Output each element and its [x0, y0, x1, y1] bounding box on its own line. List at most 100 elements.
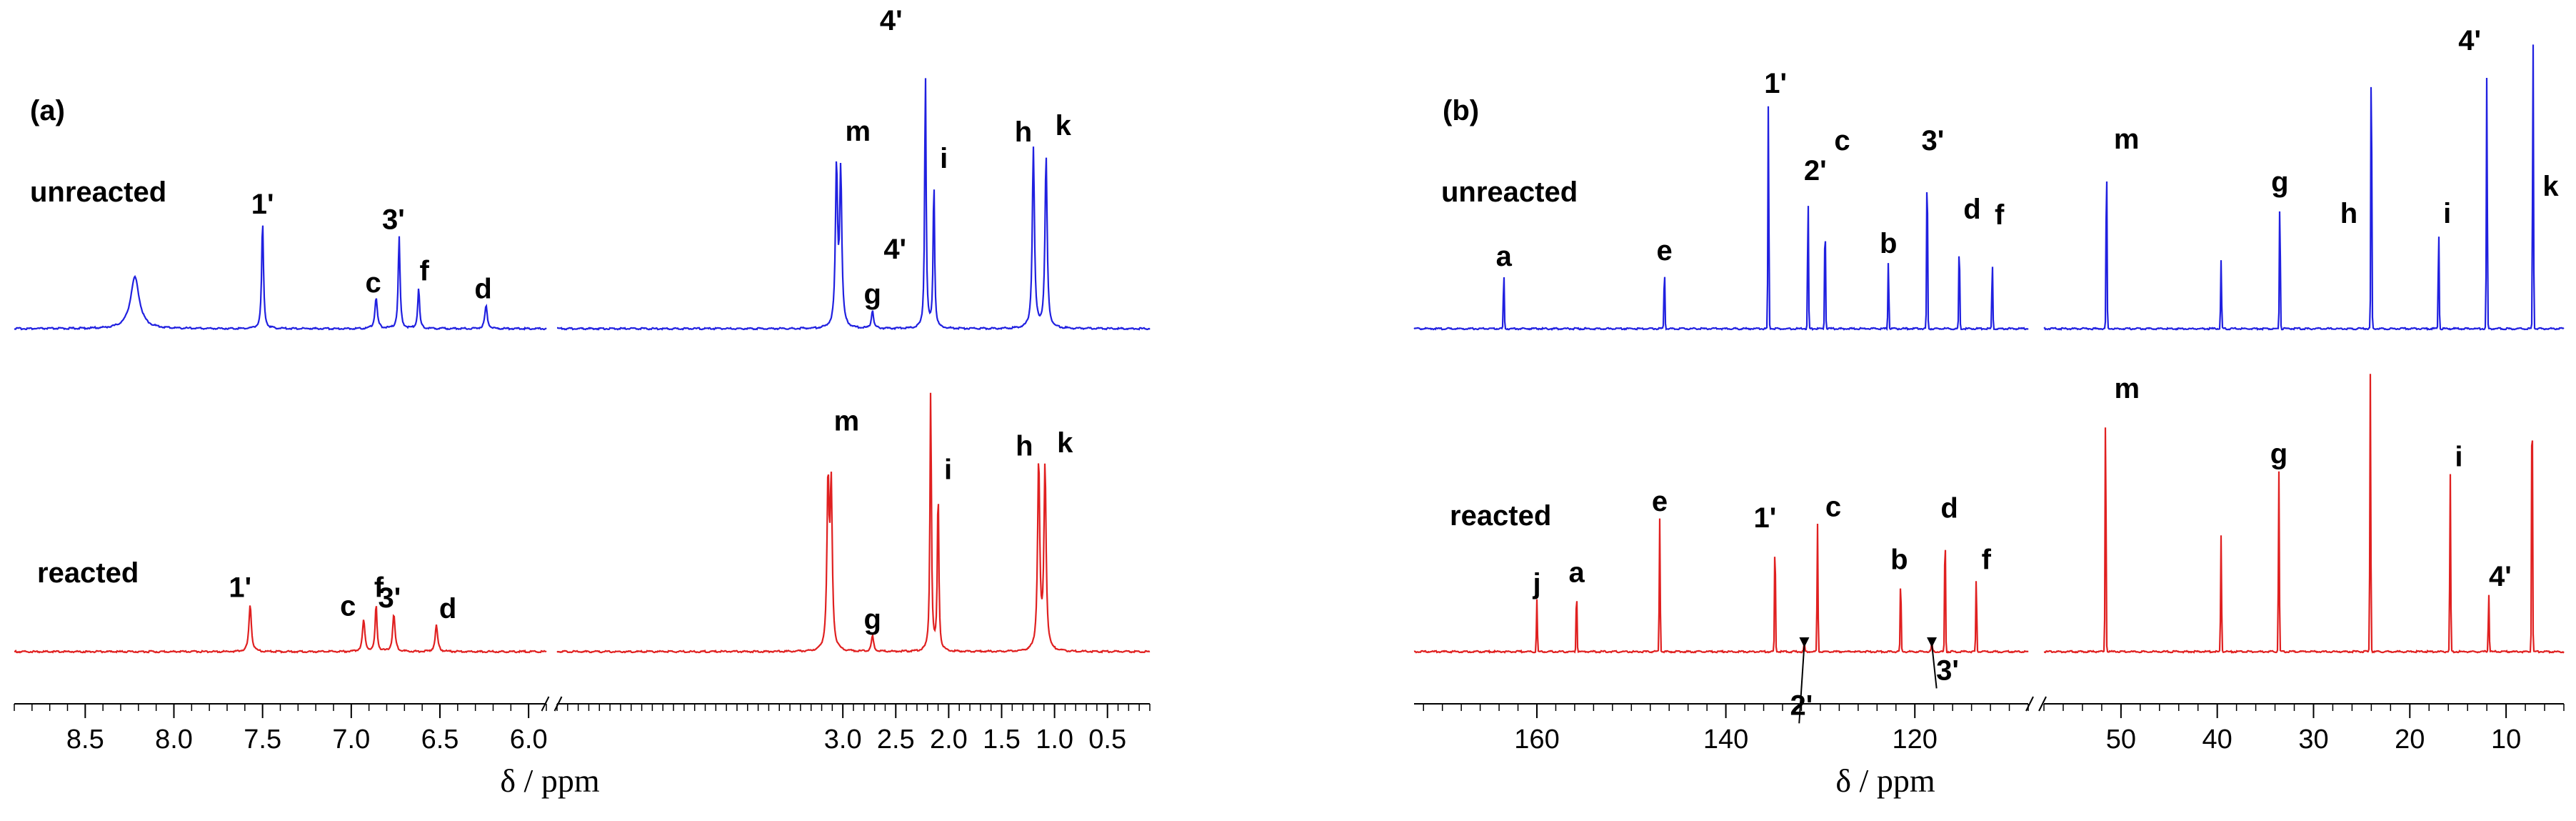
panel-b-tick-label: 50 — [2106, 725, 2136, 755]
panel-b-peak-label: 4' — [2489, 561, 2512, 592]
panel-b-series-unreacted-label: unreacted — [1441, 176, 1578, 208]
panel-b-peak-label: b — [1880, 228, 1897, 259]
panel-b-peak-label: c — [1825, 492, 1841, 523]
panel-a-tick-label: 7.5 — [244, 725, 281, 755]
panel-b-axis-break-mark — [2038, 696, 2047, 712]
panel-b-spectrum-unreacted — [1413, 106, 2029, 332]
panel-b-peak-label: i — [2455, 441, 2462, 472]
panel-b-peak-label: e — [1656, 235, 1672, 267]
panel-a-tick-label: 1.5 — [983, 725, 1021, 755]
panel-b-peak-label: 1' — [1764, 68, 1787, 99]
panel-b-peak-label: d — [1963, 194, 1980, 225]
panel-a-peak-label: k — [1056, 110, 1072, 141]
panel-b-tick-label: 160 — [1514, 725, 1559, 755]
panel-a-peak-label: f — [374, 572, 384, 603]
panel-a-peak-label: m — [845, 116, 871, 147]
panel-a-peak-label: h — [1016, 431, 1033, 462]
panel-a-peak-label: 1' — [251, 189, 274, 220]
panel-a-axis-break-mark — [553, 696, 563, 712]
panel-b-peak-arrowhead — [1927, 637, 1938, 647]
panel-a-spectrum-reacted — [556, 392, 1151, 654]
panel-b-peak-label: c — [1834, 125, 1850, 156]
panel-a-peak-label: d — [474, 274, 491, 305]
panel-b-peak-label: k — [2542, 171, 2559, 202]
panel-a-x-axis-title: δ / ppm — [500, 762, 599, 799]
panel-a-spectrum-unreacted — [557, 78, 1151, 331]
panel-b-peak-label: a — [1568, 557, 1585, 588]
panel-b-tick-label: 140 — [1703, 725, 1748, 755]
panel-a-tick-label: 2.0 — [930, 725, 968, 755]
panel-b-series-reacted-label: reacted — [1450, 500, 1551, 532]
panel-b-spectrum-reacted — [2043, 374, 2565, 654]
panel-a-tick-label: 7.0 — [332, 725, 370, 755]
panel-a-peak-label: g — [863, 279, 881, 310]
panel-a-tick-label: 6.5 — [421, 725, 459, 755]
panel-b-peak-arrow — [1931, 644, 1938, 689]
panel-b-plot: 1601401205040302010ae1'2'cb3'dfmghi4'kja… — [1413, 25, 2565, 755]
panel-a-label: (a) — [30, 95, 65, 126]
panel-a-series-reacted-label: reacted — [37, 557, 139, 589]
panel-b-peak-label: 4' — [2458, 25, 2481, 56]
panel-b-peak-label: h — [2340, 198, 2357, 229]
panel-b-peak-label: b — [1890, 544, 1908, 576]
panel-a-peak-label: i — [940, 143, 948, 174]
panel-b-peak-label: g — [2270, 439, 2287, 470]
panel-a-peak-label: h — [1015, 116, 1032, 148]
panel-a-tick-label: 2.5 — [877, 725, 915, 755]
panel-a-tick-label: 6.0 — [510, 725, 548, 755]
panel-b-spectrum-unreacted — [2043, 44, 2565, 331]
panel-a-peak-label: g — [863, 604, 881, 635]
panel-b-spectrum-reacted — [1413, 518, 2029, 655]
panel-b-peak-label: d — [1940, 493, 1958, 524]
panel-b-axis-break-mark — [2025, 696, 2034, 712]
panel-a-tick-label: 8.0 — [155, 725, 193, 755]
panel-a-peak-label: m — [834, 406, 860, 437]
panel-a-peak-label: f — [420, 255, 430, 287]
panel-a-peak-label: 3' — [382, 204, 405, 235]
panel-b-peak-label: m — [2114, 124, 2140, 155]
panel-b-peak-label: 3' — [1922, 125, 1945, 156]
panel-a-peak-label: c — [365, 267, 381, 299]
panel-a-peak-label: 1' — [229, 572, 251, 603]
panel-b-tick-label: 20 — [2395, 725, 2425, 755]
panel-b-peak-label: m — [2114, 373, 2140, 404]
panel-a-tick-label: 0.5 — [1088, 725, 1126, 755]
panel-a-spectrum-unreacted — [14, 225, 547, 331]
panel-a-plot: 8.5 8.0 7.5 7.0 6.5 6.0 3.0 2.5 2.0 1.5 1.0 0.51'c3… — [14, 5, 1151, 755]
panel-b-x-axis-title: δ / ppm — [1835, 762, 1935, 799]
panel-a-series-unreacted-label: unreacted — [30, 176, 166, 208]
panel-a-peak-label: k — [1057, 427, 1073, 459]
panel-a-peak-label: 4' — [883, 234, 906, 265]
panel-a-spectrum-reacted — [14, 605, 547, 654]
panel-b-tick-label: 120 — [1893, 725, 1938, 755]
panel-b-peak-arrowhead — [1799, 637, 1810, 647]
panel-b-peak-label: g — [2271, 166, 2288, 198]
panel-a-peak-label: 3' — [379, 582, 401, 614]
panel-b-label: (b) — [1443, 95, 1479, 126]
panel-b-peak-label: f — [1982, 544, 1992, 576]
panel-b-peak-label: f — [1995, 199, 2005, 231]
panel-b-peak-label: e — [1652, 486, 1668, 517]
panel-a-peak-label: c — [340, 591, 356, 622]
panel-b-peak-label: 3' — [1936, 655, 1959, 686]
panel-b-tick-label: 30 — [2298, 725, 2328, 755]
panel-a-tick-label: 8.5 — [66, 725, 104, 755]
panel-b-peak-label: j — [1532, 568, 1540, 599]
panel-b-tick-label: 40 — [2202, 725, 2232, 755]
panel-a-tick-label: 3.0 — [824, 725, 862, 755]
panel-a-peak-label: 4' — [880, 5, 903, 36]
panel-b-tick-label: 10 — [2491, 725, 2521, 755]
panel-b-peak-label: a — [1496, 241, 1513, 272]
panel-b-series-unreacted: a e 1' 2'c b 3' df m g h i 4' k — [1413, 25, 2565, 332]
panel-a-peak-label: i — [944, 454, 952, 486]
panel-b-peak-arrow — [1798, 644, 1805, 724]
panel-a-peak-label: d — [439, 593, 456, 625]
panel-a-tick-label: 1.0 — [1036, 725, 1073, 755]
panel-b-peak-label: i — [2443, 198, 2451, 229]
panel-b-peak-label: 2' — [1804, 155, 1827, 186]
panel-b-peak-label: 1' — [1754, 502, 1777, 534]
